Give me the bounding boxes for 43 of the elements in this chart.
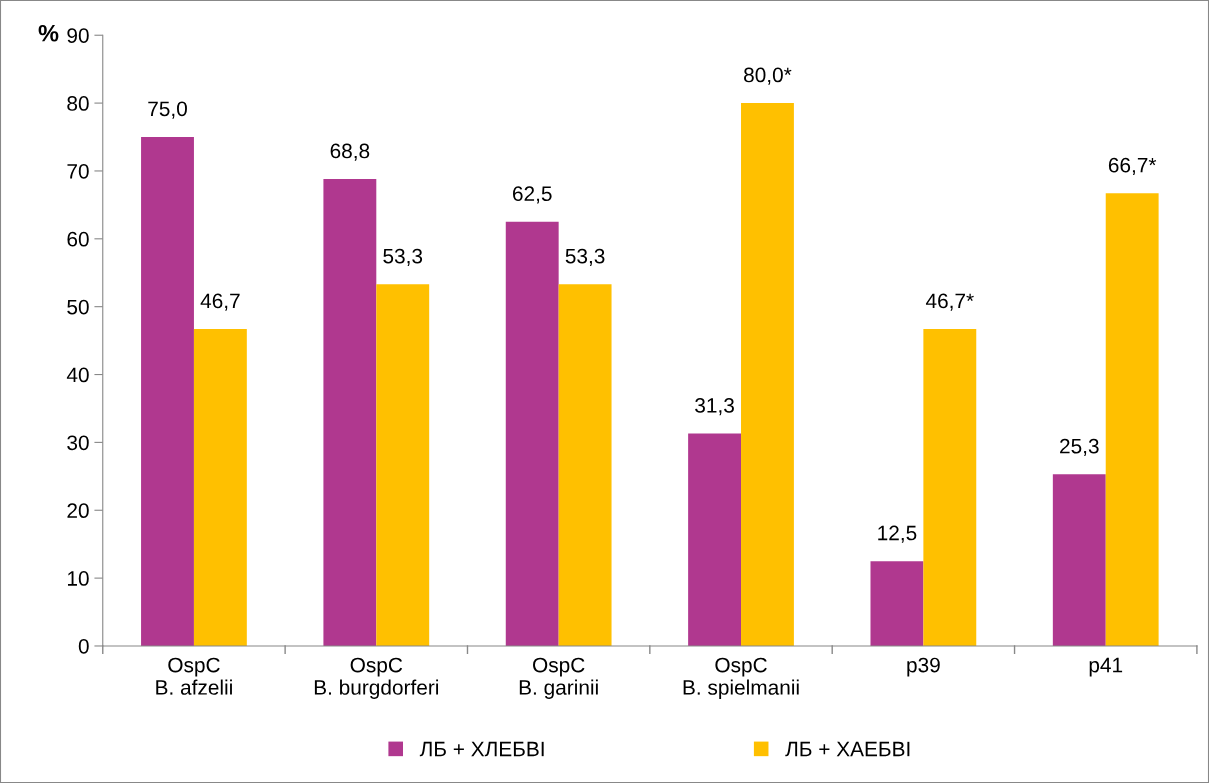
bar <box>558 284 612 646</box>
data-label: 75,0 <box>148 101 187 119</box>
x-tick-label: p41 <box>1089 657 1123 677</box>
bar <box>505 221 559 646</box>
bar <box>376 284 430 646</box>
y-tick-label: 40 <box>66 367 89 383</box>
y-tick-label: 30 <box>67 435 89 451</box>
bar <box>193 329 247 646</box>
legend-label: ЛБ + ХЛЕБВІ <box>419 741 544 757</box>
data-label: 31,3 <box>695 398 734 416</box>
x-tick-label: OspC B. garinii <box>519 657 598 699</box>
y-axis-title: % <box>38 24 59 42</box>
bar <box>923 329 977 646</box>
x-tick-label: OspC B. burgdorferi <box>314 657 439 699</box>
data-label: 68,8 <box>330 143 370 161</box>
data-label: 80,0* <box>744 67 792 85</box>
data-label: 46,7* <box>925 293 974 311</box>
bar <box>1052 474 1106 646</box>
bar <box>741 103 794 646</box>
data-label: 66,7* <box>1108 157 1157 176</box>
y-tick-label: 90 <box>67 28 89 43</box>
data-label: 53,3 <box>565 248 605 266</box>
y-tick-label: 50 <box>67 299 89 315</box>
x-tick-label: p39 <box>907 657 940 677</box>
y-tick-label: 10 <box>67 571 89 586</box>
x-tick-label: OspC B. spielmanii <box>683 657 799 699</box>
data-label: 53,3 <box>383 248 423 266</box>
data-label: 25,3 <box>1060 438 1099 456</box>
y-tick-label: 60 <box>67 231 89 247</box>
bar <box>323 179 377 646</box>
legend-label: ЛБ + ХАЕБВІ <box>785 741 910 757</box>
data-label: 46,7 <box>200 293 240 311</box>
x-tick-label: OspC B. afzelii <box>156 657 232 695</box>
bar <box>1105 193 1159 646</box>
y-tick-label: 20 <box>67 503 89 519</box>
y-tick-label: 0 <box>78 638 89 654</box>
data-label: 12,5 <box>878 525 917 543</box>
data-label: 62,5 <box>513 186 552 204</box>
bar <box>141 137 194 646</box>
bar <box>688 433 742 646</box>
y-tick-label: 70 <box>67 163 89 179</box>
y-tick-label: 80 <box>67 96 89 111</box>
bar <box>870 561 924 646</box>
